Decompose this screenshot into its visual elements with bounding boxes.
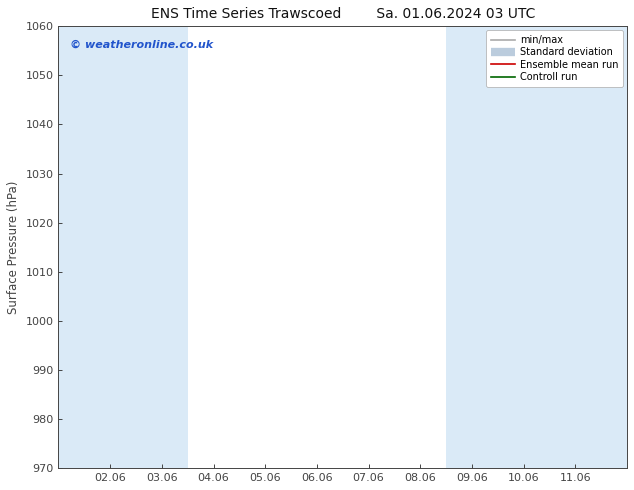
Bar	[136, 26, 188, 468]
Bar	[58, 26, 136, 468]
Legend: min/max, Standard deviation, Ensemble mean run, Controll run: min/max, Standard deviation, Ensemble me…	[486, 30, 623, 87]
Y-axis label: Surface Pressure (hPa): Surface Pressure (hPa)	[7, 180, 20, 314]
Bar	[446, 26, 498, 468]
Text: © weatheronline.co.uk: © weatheronline.co.uk	[70, 40, 213, 49]
Title: ENS Time Series Trawscoed        Sa. 01.06.2024 03 UTC: ENS Time Series Trawscoed Sa. 01.06.2024…	[151, 7, 535, 21]
Bar	[498, 26, 550, 468]
Bar	[550, 26, 627, 468]
